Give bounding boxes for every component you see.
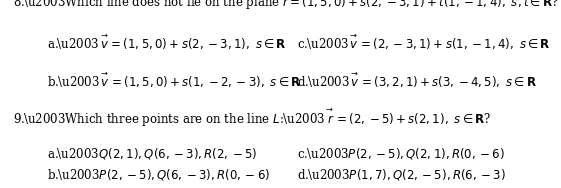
Text: a.\u2003$Q\left(2,1\right), Q\left(6,-3\right), R\left(2,-5\right)$: a.\u2003$Q\left(2,1\right), Q\left(6,-3\… [47, 146, 257, 161]
Text: b.\u2003$P\left(2,-5\right), Q\left(6,-3\right), R\left(0,-6\right)$: b.\u2003$P\left(2,-5\right), Q\left(6,-3… [47, 167, 270, 182]
Text: a.\u2003$\overset{\rightarrow}{v} = \left(1,5,0\right)+s\left(2,-3,1\right),\ s\: a.\u2003$\overset{\rightarrow}{v} = \lef… [47, 33, 287, 52]
Text: c.\u2003$P\left(2,-5\right), Q\left(2,1\right), R\left(0,-6\right)$: c.\u2003$P\left(2,-5\right), Q\left(2,1\… [297, 146, 505, 161]
Text: 9.\u2003Which three points are on the line $L$:\u2003$\overset{\rightarrow}{r} =: 9.\u2003Which three points are on the li… [13, 107, 492, 129]
Text: d.\u2003$\overset{\rightarrow}{v} = \left(3,2,1\right)+s\left(3,-4,5\right),\ s\: d.\u2003$\overset{\rightarrow}{v} = \lef… [297, 71, 537, 90]
Text: 8.\u2003Which line does not lie on the plane $r = \left(1,5,0\right)+s\left(2,-3: 8.\u2003Which line does not lie on the p… [13, 0, 559, 11]
Text: d.\u2003$P\left(1,7\right), Q\left(2,-5\right), R\left(6,-3\right)$: d.\u2003$P\left(1,7\right), Q\left(2,-5\… [297, 167, 506, 182]
Text: b.\u2003$\overset{\rightarrow}{v} = \left(1,5,0\right)+s\left(1,-2,-3\right),\ s: b.\u2003$\overset{\rightarrow}{v} = \lef… [47, 71, 302, 90]
Text: c.\u2003$\overset{\rightarrow}{v} = \left(2,-3,1\right)+s\left(1,-1,4\right),\ s: c.\u2003$\overset{\rightarrow}{v} = \lef… [297, 33, 551, 52]
